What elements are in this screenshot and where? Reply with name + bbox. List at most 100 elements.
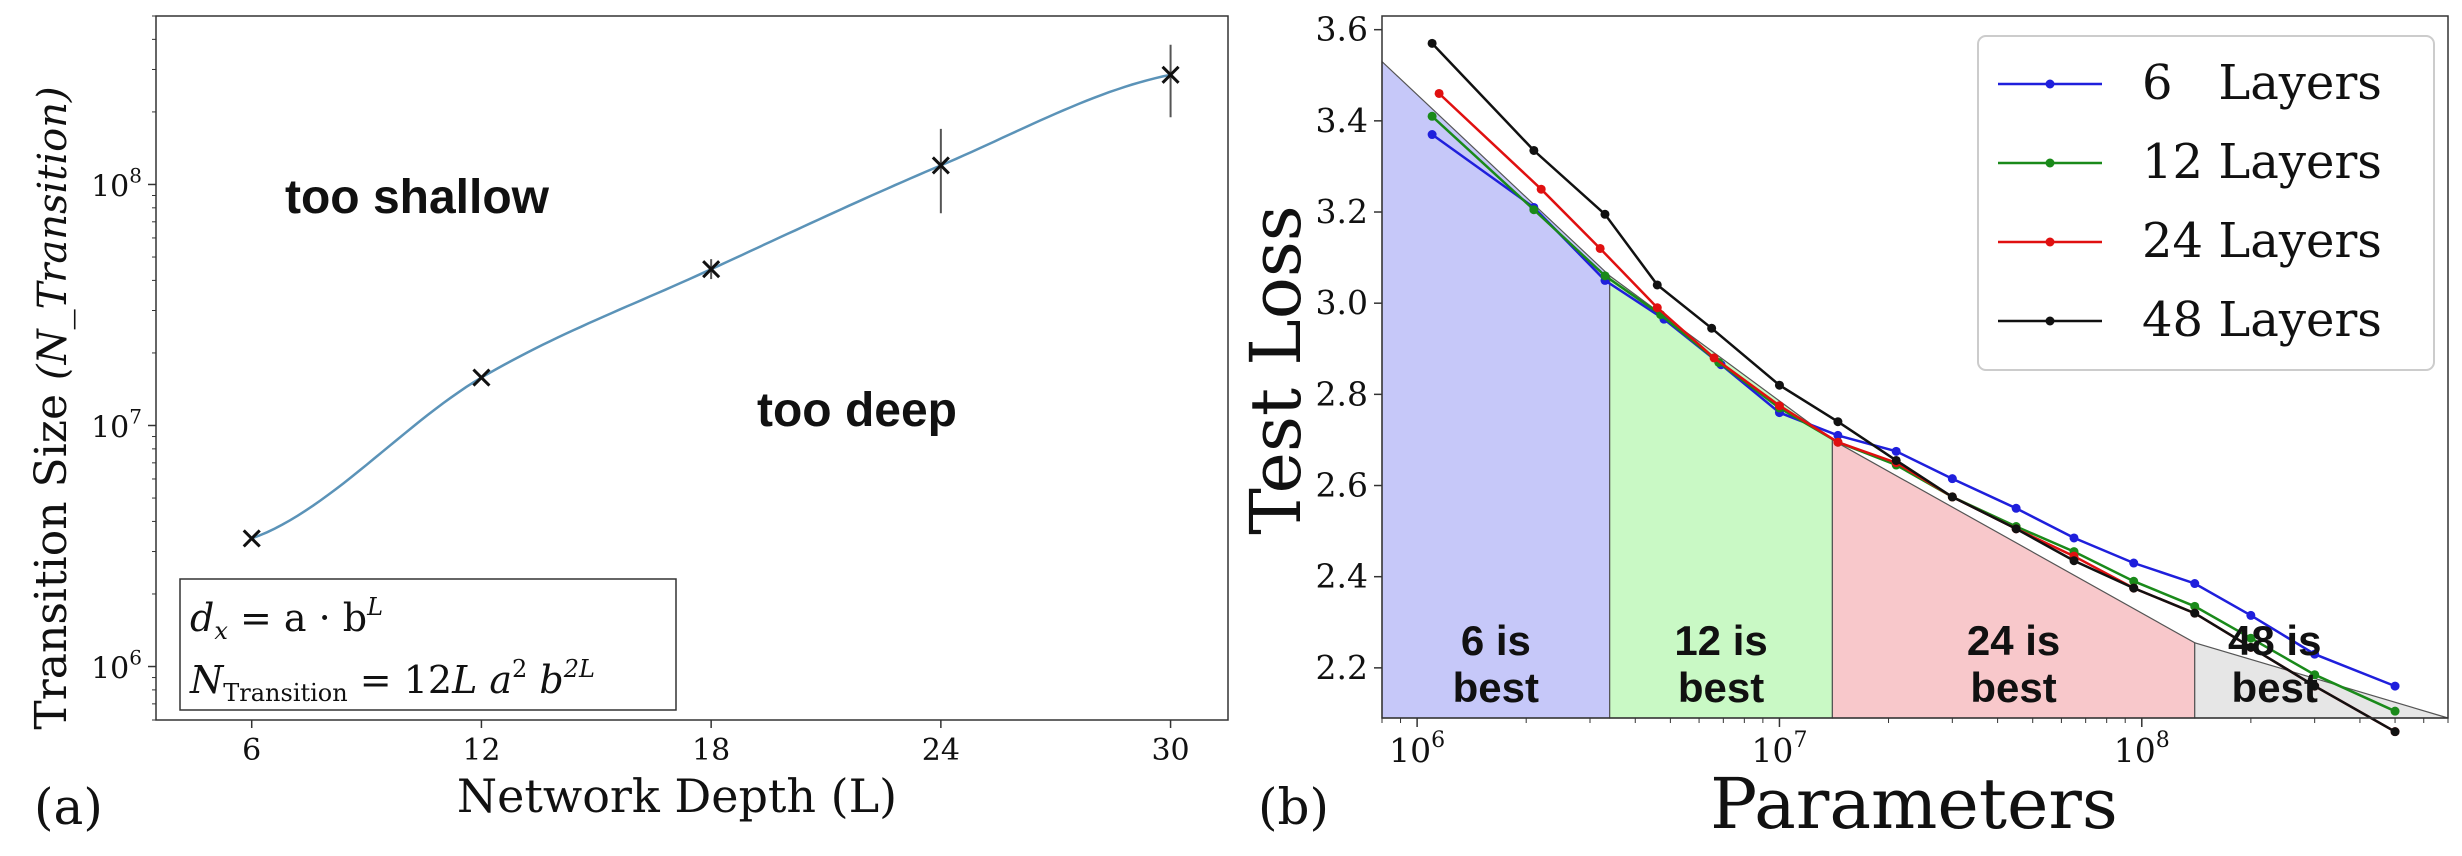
formula-2-sup1: 2: [512, 655, 527, 683]
panel-a-depth-chart: 6 12 18 24 30 106 107 108 too shallow too deep…: [26, 15, 1229, 836]
panel-b-series: [1427, 38, 2400, 737]
x-tick-label: 12: [462, 733, 500, 768]
x-marker: [931, 156, 950, 175]
legend-label: 48 Layers: [2142, 292, 2382, 348]
series-point: [1833, 437, 1843, 447]
panel-b-x-ticks: 106 107 108: [1381, 718, 2449, 770]
series-point: [1529, 205, 1539, 215]
legend-label: 24 Layers: [2142, 213, 2382, 269]
x-tick-label: 18: [692, 733, 730, 768]
series-point: [2069, 533, 2079, 543]
legend-swatch-marker: [2045, 237, 2055, 247]
legend-label: 12 Layers: [2142, 134, 2382, 190]
series-point: [2310, 681, 2320, 691]
y-tick-label: 3.6: [1316, 10, 1368, 49]
series-point: [2190, 579, 2200, 589]
series-point: [2129, 583, 2139, 593]
x-marker: [702, 260, 721, 279]
x-tick-label: 106: [1389, 728, 1445, 770]
legend-label: 6 Layers: [2142, 55, 2382, 111]
legend-frame: [1977, 35, 2435, 371]
annotation-too-deep: too deep: [757, 384, 957, 437]
formula-1-eq: = a · b: [228, 596, 367, 640]
series-point: [2190, 608, 2200, 618]
series-point: [2069, 556, 2079, 566]
formula-2-rest: L a: [451, 658, 512, 702]
series-4: [1427, 38, 2400, 737]
y-tick-label: 107: [91, 404, 142, 445]
x-marker: [1161, 65, 1180, 84]
panel-a-y-label-symbol: (N_Transition): [30, 86, 76, 380]
series-point: [1600, 271, 1610, 281]
series-point: [1891, 446, 1901, 456]
x-tick-label: 30: [1151, 733, 1189, 768]
series-point: [2190, 601, 2200, 611]
y-tick-label: 2.4: [1316, 557, 1368, 596]
panel-b-y-ticks: 2.2 2.4 2.6 2.8 3.0 3.2 3.4 3.6: [1316, 10, 1382, 687]
panel-a-y-label-text: Transition Size: [26, 394, 77, 730]
series-point: [1600, 209, 1610, 219]
series-point: [2011, 524, 2021, 534]
x-tick-label: 24: [922, 733, 960, 768]
series-point: [1536, 184, 1546, 194]
series-point: [2390, 727, 2400, 737]
y-tick-label: 3.0: [1316, 283, 1368, 322]
formula-2-b: b: [527, 658, 563, 702]
series-point: [2129, 558, 2139, 568]
legend-swatch-marker: [2045, 79, 2055, 89]
y-tick-label: 2.2: [1316, 648, 1368, 687]
panel-a-y-ticks: 106 107 108: [91, 15, 156, 721]
region-label-line1: 12 is: [1674, 617, 1767, 664]
series-point: [2390, 681, 2400, 691]
y-tick-label: 2.6: [1316, 466, 1368, 505]
panel-b-label: (b): [1258, 778, 1329, 836]
series-point: [1947, 474, 1957, 484]
formula-box-frame: [179, 578, 677, 711]
series-point: [2246, 642, 2256, 652]
region-label-line1: 48 is: [2228, 617, 2321, 664]
x-tick-label: 107: [1751, 728, 1807, 770]
series-point: [1434, 88, 1444, 98]
series-point: [2390, 706, 2400, 716]
formula-1-sub: x: [214, 617, 228, 645]
formula-2-sub: Transition: [223, 679, 347, 707]
series-point: [1595, 243, 1605, 253]
region-label-line1: 24 is: [1967, 617, 2060, 664]
legend-item: 24 Layers: [1998, 213, 2382, 269]
x-tick-label: 108: [2114, 728, 2170, 770]
series-point: [2246, 633, 2256, 643]
panel-a-x-label: Network Depth (L): [457, 769, 897, 823]
series-point: [1774, 401, 1784, 411]
series-point: [1652, 280, 1662, 290]
formula-2-sup2: 2L: [563, 655, 595, 683]
y-tick-label: 3.2: [1316, 192, 1368, 231]
series-line: [1431, 133, 2396, 688]
panel-a-y-label: Transition Size (N_Transition): [26, 86, 77, 729]
series-point: [1427, 111, 1437, 121]
series-point: [2129, 576, 2139, 586]
series-point: [2310, 649, 2320, 659]
series-point: [1833, 417, 1843, 427]
series-point: [1891, 455, 1901, 465]
legend-swatch-marker: [2045, 316, 2055, 326]
panel-b-legend: 6 Layers 12 Layers 24 Layers 48 Layers: [1977, 35, 2435, 371]
series-point: [1833, 430, 1843, 440]
x-marker: [472, 368, 491, 387]
x-marker: [242, 529, 261, 548]
panel-b-plot-frame: [1381, 15, 2449, 719]
y-tick-label: 3.4: [1316, 101, 1368, 140]
region-label-line2: best: [2232, 664, 2318, 711]
series-line: [1431, 42, 2396, 733]
series-point: [1709, 353, 1719, 363]
panel-a-markers: [242, 65, 1180, 548]
panel-b-x-label: Parameters: [1710, 763, 2118, 845]
annotation-too-shallow: too shallow: [285, 171, 550, 224]
y-tick-label: 2.8: [1316, 374, 1368, 413]
y-tick-label: 108: [91, 163, 142, 204]
region-label-line2: best: [1678, 664, 1764, 711]
formula-box: dx = a · bL NTransition = 12L a2 b2L: [179, 578, 677, 711]
series-1: [1427, 130, 2400, 691]
